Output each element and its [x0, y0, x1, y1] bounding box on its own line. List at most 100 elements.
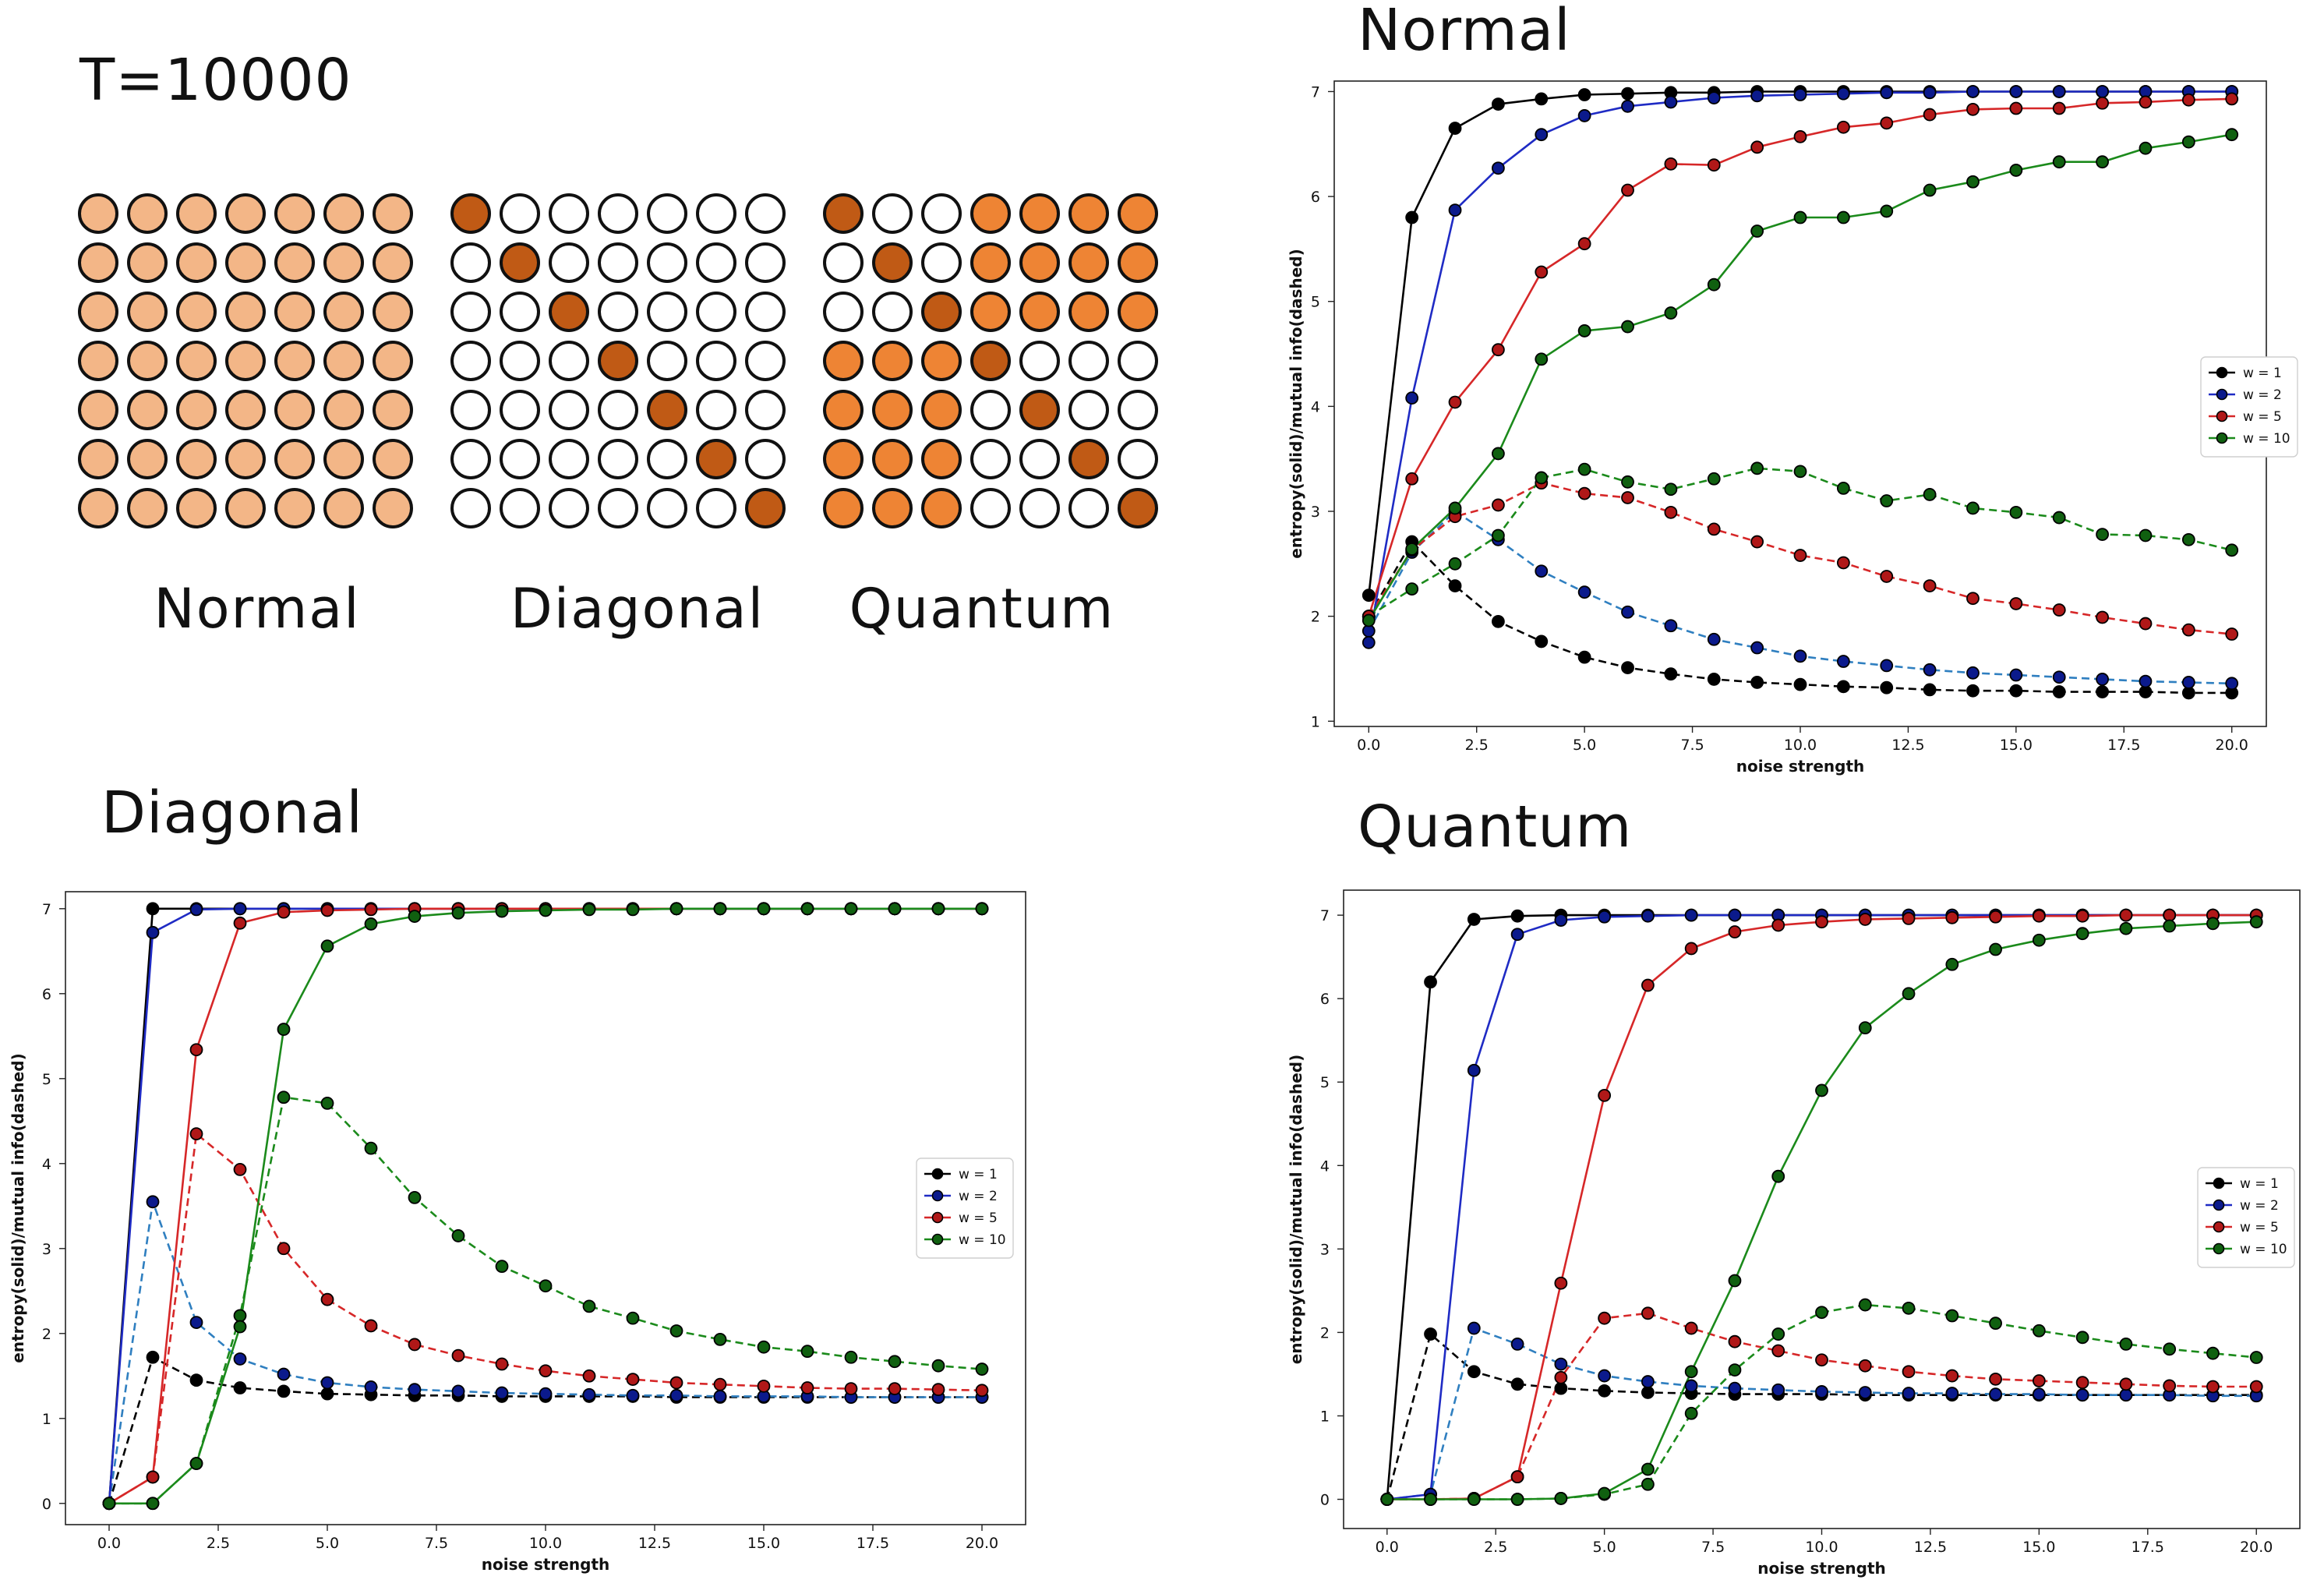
pattern-label-diagonal: Diagonal — [510, 577, 765, 641]
data-point — [1771, 1344, 1785, 1358]
pattern-cell — [373, 390, 413, 430]
data-point — [2096, 155, 2109, 169]
pattern-cell — [872, 242, 913, 283]
pattern-cell — [1118, 242, 1158, 283]
data-point — [233, 1320, 247, 1334]
data-point — [626, 1311, 640, 1325]
data-point — [233, 916, 247, 930]
data-point — [1405, 543, 1419, 556]
data-point — [757, 1379, 771, 1393]
data-point — [2032, 909, 2046, 923]
pattern-cell — [823, 292, 864, 332]
data-point — [1405, 210, 1419, 224]
legend-marker — [931, 1233, 944, 1246]
pattern-cell — [872, 341, 913, 381]
data-point — [626, 903, 640, 917]
data-point — [1405, 472, 1419, 486]
data-point — [1641, 909, 1655, 923]
legend-marker — [931, 1211, 944, 1224]
data-point — [2225, 128, 2239, 142]
data-point — [1535, 92, 1549, 106]
pattern-cell — [872, 488, 913, 528]
data-point — [146, 1195, 160, 1209]
pattern-cell — [1068, 390, 1109, 430]
data-point — [146, 925, 160, 939]
legend-marker — [2213, 1199, 2225, 1211]
pattern-cell — [500, 341, 540, 381]
pattern-cell — [450, 242, 491, 283]
data-point — [1641, 978, 1655, 992]
pattern-cell — [549, 292, 589, 332]
pattern-cell — [696, 193, 736, 234]
data-point — [1771, 918, 1785, 932]
data-point — [364, 1141, 378, 1155]
pattern-cell — [373, 488, 413, 528]
data-point — [1405, 391, 1419, 405]
data-point — [1945, 957, 1959, 971]
data-point — [2119, 1338, 2133, 1351]
data-point — [2206, 1380, 2220, 1394]
data-point — [1684, 1379, 1698, 1393]
data-point — [2139, 617, 2153, 631]
pattern-cell — [872, 292, 913, 332]
data-point — [2052, 101, 2066, 115]
pattern-cell — [78, 242, 118, 283]
data-point — [1966, 85, 1980, 98]
data-point — [1510, 1377, 1524, 1391]
data-point — [1836, 655, 1850, 668]
data-point — [408, 910, 422, 924]
x-tick-label: 17.5 — [2107, 737, 2140, 754]
y-tick-label: 0 — [42, 1496, 51, 1513]
data-point — [1621, 491, 1634, 504]
pattern-cell — [921, 341, 962, 381]
data-point — [2009, 101, 2023, 115]
data-point — [408, 1338, 422, 1352]
data-point — [1966, 684, 1980, 698]
pattern-cell — [500, 390, 540, 430]
data-point — [2119, 908, 2133, 922]
data-point — [1535, 564, 1549, 578]
data-point — [1467, 1321, 1481, 1335]
data-point — [1793, 549, 1807, 562]
data-point — [2009, 85, 2023, 98]
pattern-cell — [450, 439, 491, 479]
data-point — [539, 1387, 553, 1401]
plot-frame — [1333, 80, 2267, 727]
data-point — [1554, 1492, 1568, 1505]
pattern-cell — [323, 439, 364, 479]
data-point — [2249, 1351, 2263, 1364]
data-point — [1707, 673, 1721, 686]
pattern-cell — [1068, 341, 1109, 381]
data-point — [146, 1497, 160, 1511]
data-point — [2225, 627, 2239, 641]
data-point — [1923, 86, 1937, 100]
data-point — [1815, 1083, 1828, 1097]
pattern-cell — [696, 292, 736, 332]
legend-box — [2197, 1167, 2295, 1268]
pattern-cell — [225, 292, 266, 332]
data-point — [2181, 135, 2195, 149]
data-point — [2096, 528, 2109, 542]
pattern-cell — [1019, 390, 1060, 430]
x-axis-label: noise strength — [1736, 757, 1865, 776]
data-point — [757, 1340, 771, 1354]
series-line-w--10 — [1368, 133, 2232, 621]
data-point — [800, 902, 814, 916]
pattern-cell — [127, 193, 168, 234]
data-point — [1902, 987, 1916, 1001]
data-point — [1923, 663, 1937, 677]
data-point — [1467, 1063, 1481, 1077]
data-point — [2052, 603, 2066, 617]
data-point — [975, 1362, 989, 1376]
legend-marker — [2213, 1177, 2225, 1189]
chart-svg-diagonal: 0.0 2.5 5.0 7.5 10.0 12.5 15.0 17.5 20.0 0 1 2 3 4 5 6 7… — [9, 891, 1026, 1574]
data-point — [2096, 96, 2109, 110]
data-point — [2249, 1380, 2263, 1394]
pattern-cell — [323, 341, 364, 381]
data-point — [1535, 352, 1549, 366]
data-point — [495, 1260, 509, 1274]
series-line-w--10 — [1386, 921, 2257, 1500]
data-point — [1707, 472, 1721, 486]
data-point — [2032, 1324, 2046, 1338]
y-tick-label: 5 — [42, 1071, 51, 1088]
